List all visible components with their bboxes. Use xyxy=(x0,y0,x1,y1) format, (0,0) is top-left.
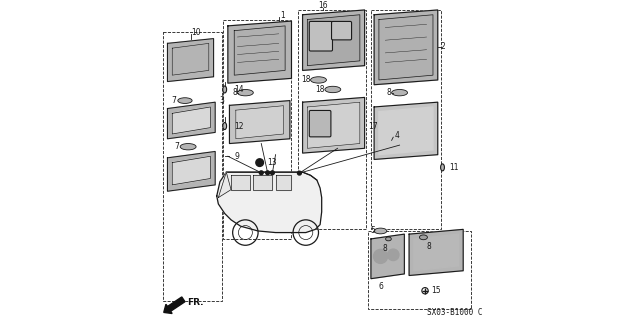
Text: 9: 9 xyxy=(234,152,239,161)
Ellipse shape xyxy=(178,98,192,103)
Polygon shape xyxy=(168,39,213,82)
Ellipse shape xyxy=(238,90,254,96)
Text: 8: 8 xyxy=(233,88,238,97)
Polygon shape xyxy=(303,97,364,153)
Bar xyxy=(223,20,292,239)
Polygon shape xyxy=(414,234,459,271)
Ellipse shape xyxy=(392,90,408,96)
Circle shape xyxy=(373,249,387,263)
Polygon shape xyxy=(168,102,215,139)
Text: 13: 13 xyxy=(268,158,277,167)
Polygon shape xyxy=(236,106,283,139)
Ellipse shape xyxy=(180,144,196,150)
Polygon shape xyxy=(374,102,438,159)
Polygon shape xyxy=(217,172,322,233)
Text: 15: 15 xyxy=(431,286,441,295)
Text: 1: 1 xyxy=(280,11,285,20)
Ellipse shape xyxy=(385,237,391,241)
Ellipse shape xyxy=(441,164,445,171)
Ellipse shape xyxy=(223,123,227,130)
Bar xyxy=(298,10,366,229)
Polygon shape xyxy=(228,21,292,83)
Text: FR.: FR. xyxy=(187,298,204,307)
Bar xyxy=(162,32,222,301)
FancyBboxPatch shape xyxy=(310,110,331,137)
Polygon shape xyxy=(168,151,215,191)
Polygon shape xyxy=(172,107,210,134)
Polygon shape xyxy=(308,102,360,148)
Text: SX03-B1000 C: SX03-B1000 C xyxy=(427,308,482,316)
Text: 16: 16 xyxy=(318,1,328,10)
Polygon shape xyxy=(308,15,360,66)
Circle shape xyxy=(259,171,263,175)
Polygon shape xyxy=(234,26,285,75)
Polygon shape xyxy=(374,10,438,85)
Ellipse shape xyxy=(419,235,427,240)
Text: 8: 8 xyxy=(387,88,392,97)
Circle shape xyxy=(266,171,269,175)
FancyBboxPatch shape xyxy=(331,21,352,40)
Text: 8: 8 xyxy=(427,242,431,251)
Polygon shape xyxy=(379,15,433,80)
Polygon shape xyxy=(276,175,292,190)
Circle shape xyxy=(387,249,399,260)
Ellipse shape xyxy=(374,228,387,234)
Text: 8: 8 xyxy=(382,244,387,253)
Circle shape xyxy=(271,171,275,175)
Bar xyxy=(368,231,471,309)
Text: 14: 14 xyxy=(234,85,244,94)
Circle shape xyxy=(297,171,301,175)
Bar xyxy=(371,10,441,229)
Ellipse shape xyxy=(325,86,341,93)
Text: 7: 7 xyxy=(175,142,180,151)
Text: 17: 17 xyxy=(368,122,377,131)
Polygon shape xyxy=(371,234,404,279)
FancyBboxPatch shape xyxy=(310,21,333,51)
Text: 4: 4 xyxy=(395,131,399,140)
Polygon shape xyxy=(254,175,273,190)
Polygon shape xyxy=(218,172,231,197)
Polygon shape xyxy=(409,229,463,276)
Text: 18: 18 xyxy=(301,76,311,84)
Polygon shape xyxy=(303,10,364,70)
Text: 3: 3 xyxy=(220,96,225,105)
Ellipse shape xyxy=(311,77,326,83)
Ellipse shape xyxy=(223,86,227,93)
Text: 6: 6 xyxy=(378,282,383,291)
Polygon shape xyxy=(229,100,290,144)
Polygon shape xyxy=(172,156,210,185)
Circle shape xyxy=(256,159,264,166)
Polygon shape xyxy=(379,107,433,155)
Text: 11: 11 xyxy=(449,163,459,172)
Polygon shape xyxy=(231,175,250,190)
Text: 18: 18 xyxy=(315,85,325,94)
FancyArrow shape xyxy=(164,297,185,314)
Text: 2: 2 xyxy=(441,42,446,51)
Text: 7: 7 xyxy=(171,96,176,105)
Text: 10: 10 xyxy=(191,28,201,37)
Text: 5: 5 xyxy=(371,227,376,236)
Text: 12: 12 xyxy=(234,122,244,131)
